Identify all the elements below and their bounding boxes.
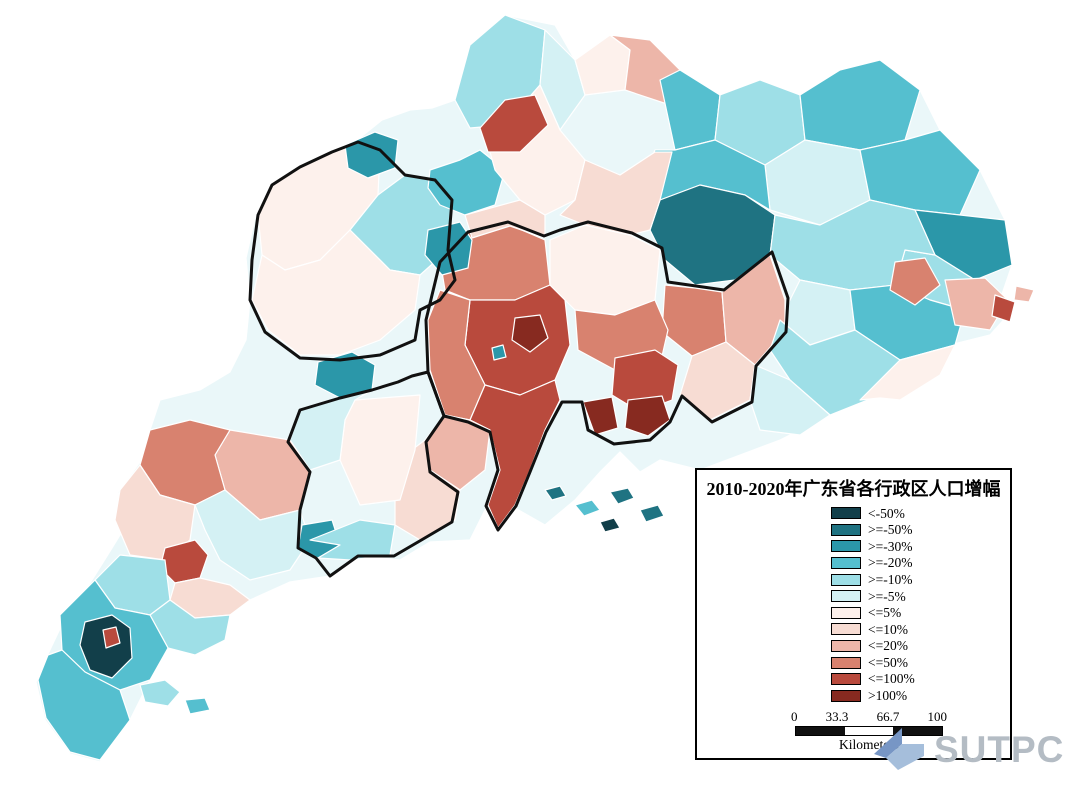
legend-class-label: >=-20% <box>868 555 913 571</box>
city-group-boundary <box>424 220 790 532</box>
legend-row: <=5% <box>831 605 1002 622</box>
legend-swatch <box>831 507 861 520</box>
map-district <box>799 59 921 151</box>
legend-swatch <box>831 623 861 636</box>
legend-row: >=-5% <box>831 588 1002 605</box>
legend-class-label: <-50% <box>868 505 905 521</box>
map-district <box>511 314 549 353</box>
map-district <box>479 94 549 153</box>
map-title: 2010-2020年广东省各行政区人口增幅 <box>706 479 1001 499</box>
scalebar-tick: 0 <box>791 709 798 724</box>
legend-row: >100% <box>831 688 1002 705</box>
legend-class-label: <=5% <box>868 605 902 621</box>
legend-class-label: <=20% <box>868 638 908 654</box>
sutpc-logo: SUTPC <box>872 722 1064 777</box>
legend-swatch <box>831 540 861 553</box>
scalebar-segment <box>893 727 943 735</box>
legend-class-label: <=100% <box>868 671 915 687</box>
sutpc-logo-text: SUTPC <box>934 729 1065 770</box>
legend-row: >=-20% <box>831 555 1002 572</box>
map-district <box>889 257 941 306</box>
map-district <box>559 151 673 236</box>
legend-panel: 2010-2020年广东省各行政区人口增幅 <-50% >=-50% >=-30% >… <box>695 468 1012 760</box>
legend-class-label: >=-10% <box>868 571 913 587</box>
legend-class-label: <=50% <box>868 654 908 670</box>
sutpc-logo-icon <box>872 722 926 777</box>
legend-swatch <box>831 673 861 686</box>
scalebar-segment <box>796 727 845 735</box>
legend-row: <=50% <box>831 654 1002 671</box>
legend-swatch <box>831 523 861 536</box>
map-district <box>544 485 567 501</box>
legend-row: >=-30% <box>831 538 1002 555</box>
legend-row: >=-10% <box>831 571 1002 588</box>
city-group-boundary <box>248 140 457 362</box>
map-district <box>639 504 665 523</box>
legend-class-label: >100% <box>868 688 908 704</box>
legend-swatch <box>831 557 861 570</box>
map-district <box>427 149 506 216</box>
map-district <box>102 626 121 649</box>
map-district <box>991 294 1016 323</box>
legend-swatch <box>831 590 861 603</box>
legend-row: <=100% <box>831 671 1002 688</box>
legend-swatch <box>831 573 861 586</box>
legend-swatch <box>831 606 861 619</box>
map-district <box>599 517 621 533</box>
map-district <box>37 649 131 761</box>
legend-rows: <-50% >=-50% >=-30% >=-20% >=-10% >=-5% <=5% <=… <box>831 505 1002 704</box>
legend-row: <-50% <box>831 505 1002 522</box>
map-district <box>859 344 956 401</box>
map-district <box>624 395 671 437</box>
legend-class-label: >=-50% <box>868 522 913 538</box>
scalebar-ticks: 0 33.3 66.7 100 <box>791 709 947 725</box>
legend-row: >=-50% <box>831 522 1002 539</box>
legend-class-label: <=10% <box>868 621 908 637</box>
scalebar-tick: 66.7 <box>876 709 900 724</box>
map-district <box>574 499 601 517</box>
legend-swatch <box>831 640 861 653</box>
map-district <box>582 396 619 436</box>
map-district <box>184 697 211 715</box>
legend-row: <=20% <box>831 638 1002 655</box>
legend-class-label: >=-5% <box>868 588 906 604</box>
map-district <box>251 229 421 356</box>
map-district <box>609 487 635 505</box>
map-district <box>491 344 507 361</box>
map-district <box>139 679 181 707</box>
legend-swatch <box>831 689 861 702</box>
map-district <box>1013 285 1035 303</box>
legend-row: <=10% <box>831 621 1002 638</box>
map-district <box>539 29 586 131</box>
scalebar-tick: 100 <box>927 709 947 724</box>
legend-class-label: >=-30% <box>868 538 913 554</box>
scalebar-tick: 33.3 <box>825 709 849 724</box>
map-district <box>749 364 831 436</box>
scalebar-segment <box>844 727 894 735</box>
scalebar-bar <box>795 726 943 736</box>
legend-swatch <box>831 656 861 669</box>
city-group-boundary <box>286 370 460 578</box>
map-district <box>194 489 311 581</box>
